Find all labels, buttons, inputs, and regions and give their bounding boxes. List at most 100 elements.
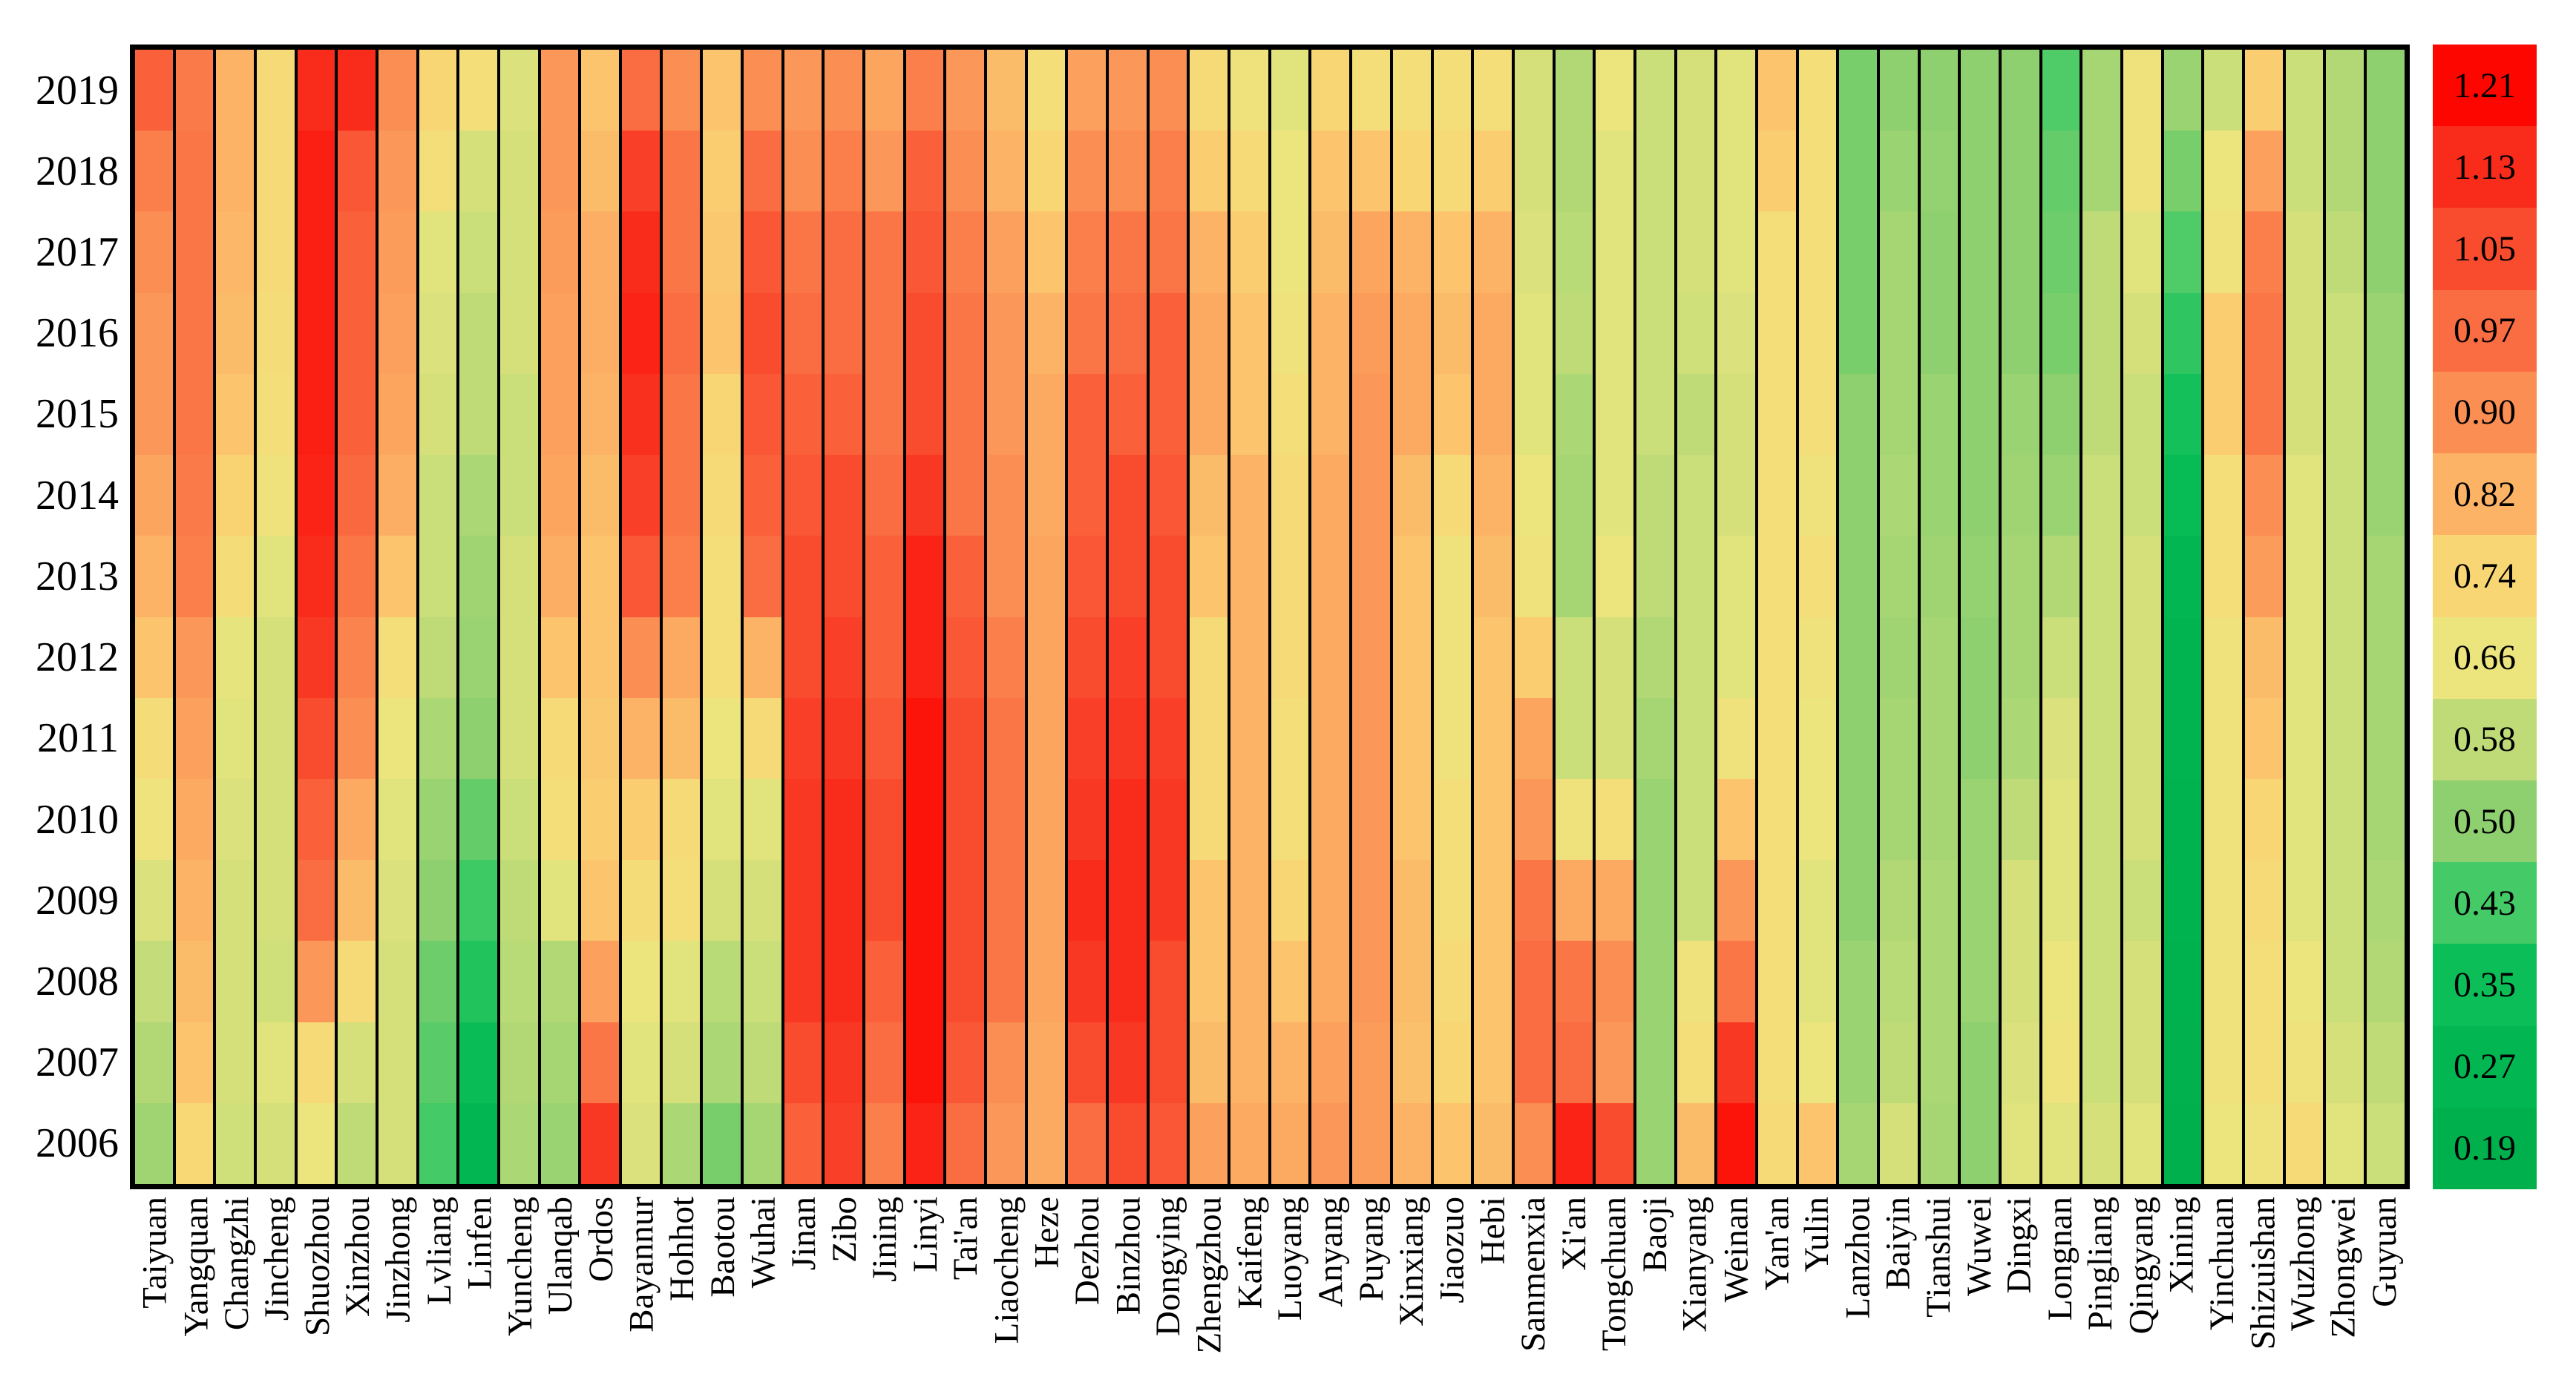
heatmap-cell bbox=[1149, 373, 1187, 456]
heatmap-cell bbox=[257, 131, 295, 212]
heatmap-cell bbox=[581, 941, 620, 1022]
heatmap-cell bbox=[378, 1102, 416, 1185]
heatmap-cell bbox=[703, 50, 741, 131]
heatmap-plot-area bbox=[130, 45, 2410, 1189]
heatmap-cell bbox=[1027, 1102, 1066, 1185]
heatmap-cell bbox=[1311, 941, 1350, 1022]
heatmap-cell bbox=[1109, 131, 1147, 212]
heatmap-cell bbox=[1636, 778, 1674, 861]
heatmap-cell bbox=[1352, 778, 1390, 861]
heatmap-column-tongchuan bbox=[1593, 50, 1633, 1185]
heatmap-cell bbox=[2001, 1022, 2039, 1103]
heatmap-cell bbox=[540, 50, 579, 131]
heatmap-cell bbox=[2123, 1102, 2161, 1185]
heatmap-cell bbox=[744, 860, 781, 941]
heatmap-cell bbox=[662, 131, 701, 212]
heatmap-cell bbox=[1879, 536, 1918, 617]
heatmap-cell bbox=[905, 617, 944, 698]
heatmap-cell bbox=[1961, 50, 1999, 131]
heatmap-cell bbox=[1027, 941, 1066, 1022]
heatmap-cell bbox=[2082, 292, 2120, 374]
heatmap-cell bbox=[1311, 211, 1350, 293]
x-tick-label-xinzhou: Xinzhou bbox=[338, 1197, 377, 1317]
heatmap-cell bbox=[1230, 50, 1268, 131]
heatmap-cell bbox=[744, 455, 781, 536]
heatmap-cell bbox=[1068, 536, 1107, 617]
heatmap-cell bbox=[1352, 697, 1390, 779]
heatmap-cell bbox=[825, 778, 863, 861]
heatmap-cell bbox=[1514, 697, 1553, 779]
heatmap-cell bbox=[622, 617, 660, 698]
heatmap-cell bbox=[1433, 536, 1472, 617]
heatmap-cell bbox=[2204, 1022, 2242, 1103]
heatmap-cell bbox=[2163, 536, 2202, 617]
heatmap-cell bbox=[825, 1102, 863, 1185]
heatmap-cell bbox=[581, 860, 620, 941]
colorbar: 1.21 1.13 1.05 0.97 0.90 0.82 0.74 0.66 0.58 0.50… bbox=[2433, 45, 2537, 1190]
heatmap-cell bbox=[1149, 131, 1187, 212]
heatmap-cell bbox=[1839, 131, 1877, 212]
heatmap-cell bbox=[297, 50, 335, 131]
heatmap-cell bbox=[703, 697, 741, 779]
heatmap-cell bbox=[500, 617, 538, 698]
heatmap-cell bbox=[825, 1022, 863, 1103]
y-tick-label-2010: 2010 bbox=[36, 797, 119, 843]
heatmap-cell bbox=[825, 373, 863, 456]
heatmap-cell bbox=[1920, 131, 1959, 212]
heatmap-cell bbox=[1109, 778, 1147, 861]
heatmap-cell bbox=[865, 617, 903, 698]
heatmap-cell bbox=[1392, 860, 1431, 941]
heatmap-cell bbox=[2123, 373, 2161, 456]
heatmap-cell bbox=[378, 941, 416, 1022]
heatmap-cell bbox=[622, 211, 660, 293]
heatmap-cell bbox=[500, 211, 538, 293]
heatmap-cell bbox=[622, 131, 660, 212]
heatmap-cell bbox=[1433, 292, 1472, 374]
heatmap-cell bbox=[297, 1022, 335, 1103]
heatmap-column-dongying bbox=[1146, 50, 1187, 1185]
colorbar-tick-label: 0.50 bbox=[2454, 801, 2516, 841]
heatmap-cell bbox=[581, 617, 620, 698]
heatmap-cell bbox=[500, 455, 538, 536]
heatmap-cell bbox=[622, 778, 660, 861]
heatmap-cell bbox=[1920, 860, 1959, 941]
heatmap-cell bbox=[946, 941, 985, 1022]
heatmap-cell bbox=[2204, 941, 2242, 1022]
heatmap-cell bbox=[1392, 211, 1431, 293]
heatmap-cell bbox=[2285, 1102, 2324, 1185]
heatmap-cell bbox=[1920, 1102, 1959, 1185]
heatmap-cell bbox=[500, 131, 538, 212]
heatmap-cell bbox=[338, 292, 376, 374]
heatmap-cell bbox=[1190, 941, 1228, 1022]
heatmap-cell bbox=[1109, 1102, 1147, 1185]
heatmap-cell bbox=[581, 1022, 620, 1103]
heatmap-cell bbox=[2204, 617, 2242, 698]
heatmap-cell bbox=[1717, 211, 1755, 293]
heatmap-cell bbox=[378, 697, 416, 779]
heatmap-cell bbox=[905, 536, 944, 617]
colorbar-tick-label: 0.66 bbox=[2454, 638, 2516, 678]
heatmap-cell bbox=[135, 455, 173, 536]
heatmap-cell bbox=[2082, 941, 2120, 1022]
heatmap-column-dingxi bbox=[1998, 50, 2039, 1185]
heatmap-cell bbox=[1068, 455, 1107, 536]
y-tick-label-2019: 2019 bbox=[36, 68, 119, 114]
heatmap-cell bbox=[1109, 697, 1147, 779]
heatmap-cell bbox=[865, 536, 903, 617]
heatmap-cell bbox=[2163, 1022, 2202, 1103]
heatmap-cell bbox=[297, 1102, 335, 1185]
heatmap-cell bbox=[338, 617, 376, 698]
heatmap-cell bbox=[987, 50, 1025, 131]
x-tick-label-tianshui: Tianshui bbox=[1919, 1197, 1958, 1318]
heatmap-cell bbox=[2123, 131, 2161, 212]
x-tick-label-taian: Tai'an bbox=[946, 1197, 985, 1281]
heatmap-cell bbox=[2326, 131, 2364, 212]
heatmap-cell bbox=[1596, 1022, 1633, 1103]
x-tick-label-ulanqab: Ulanqab bbox=[541, 1197, 580, 1315]
heatmap-cell bbox=[257, 536, 295, 617]
heatmap-cell bbox=[419, 778, 457, 861]
heatmap-cell bbox=[1757, 1102, 1796, 1185]
heatmap-column-ordos bbox=[578, 50, 620, 1185]
heatmap-cell bbox=[297, 860, 335, 941]
